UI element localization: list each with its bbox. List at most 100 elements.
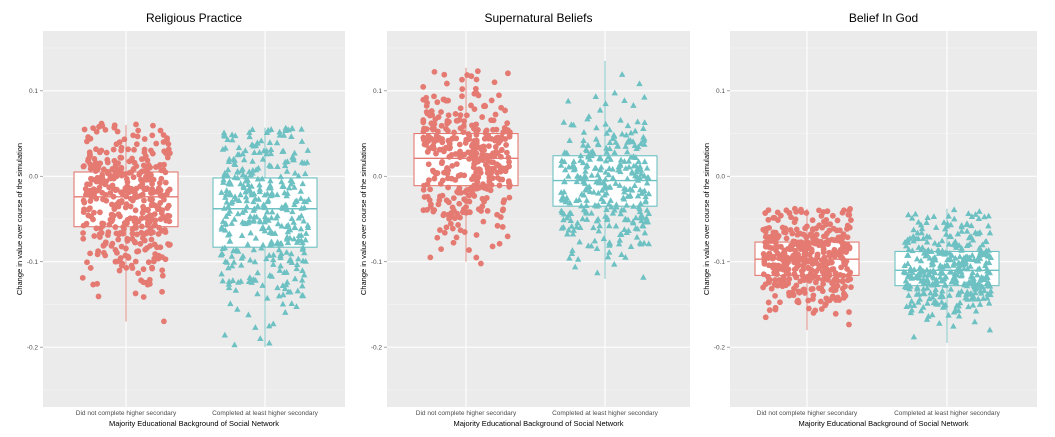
data-point [607, 197, 614, 203]
data-point [282, 309, 289, 315]
data-point [484, 207, 491, 214]
data-point [941, 281, 948, 288]
data-point [80, 230, 86, 236]
data-point [612, 180, 619, 186]
data-point [100, 249, 107, 256]
data-point [159, 288, 165, 295]
data-point [766, 224, 772, 231]
data-point [806, 251, 813, 258]
data-point [630, 219, 637, 226]
data-point [602, 168, 609, 175]
data-point [237, 191, 244, 198]
data-point [114, 128, 121, 135]
data-point [577, 152, 585, 159]
data-point [826, 267, 833, 274]
data-point [839, 285, 846, 292]
data-point [90, 125, 97, 131]
data-point [983, 294, 991, 301]
data-point [636, 80, 643, 87]
data-point [293, 265, 300, 272]
data-point [929, 273, 937, 280]
data-point [284, 228, 292, 235]
data-point [140, 279, 147, 286]
data-point [473, 254, 480, 261]
panel-3: -0.2 -0.1 0.0 0.1 Did not complete higher se… [702, 11, 1037, 428]
data-point [621, 226, 628, 232]
data-point [812, 307, 819, 314]
data-point [803, 234, 810, 241]
data-point [910, 226, 917, 233]
data-point [479, 153, 486, 160]
data-point [598, 186, 606, 193]
data-point [598, 195, 605, 202]
data-point [282, 201, 289, 208]
data-point [295, 255, 302, 262]
data-point [246, 133, 253, 140]
data-point [565, 172, 572, 179]
data-point [604, 253, 612, 260]
data-point [248, 191, 256, 198]
data-point [117, 255, 124, 261]
data-point [111, 122, 118, 129]
data-point [131, 218, 138, 225]
data-point [224, 231, 232, 238]
data-point [907, 264, 914, 271]
data-point [979, 241, 986, 248]
data-point [820, 261, 827, 268]
data-point [446, 140, 453, 147]
data-point [445, 184, 451, 191]
data-point [904, 251, 912, 258]
data-point [801, 290, 808, 296]
data-point [500, 199, 507, 206]
data-point [438, 246, 445, 253]
data-point [150, 201, 157, 208]
data-point [227, 300, 234, 307]
data-point [630, 102, 637, 108]
data-point [985, 222, 992, 229]
y-axis-title: Change in value over course of the simul… [15, 143, 24, 295]
data-point [456, 141, 463, 148]
data-point [287, 177, 294, 183]
data-point [249, 169, 256, 176]
data-point [815, 275, 821, 282]
data-point [595, 189, 602, 196]
data-point [430, 142, 437, 149]
data-point [580, 137, 587, 144]
data-point [135, 270, 142, 277]
data-point [947, 285, 955, 292]
data-point [449, 225, 456, 232]
data-point [566, 137, 573, 144]
data-point [623, 229, 630, 235]
data-point [920, 280, 927, 286]
data-point [464, 72, 471, 78]
data-point [948, 268, 955, 275]
data-point [266, 272, 274, 278]
data-point [274, 163, 281, 169]
data-point [502, 168, 509, 175]
data-point [103, 149, 110, 156]
data-point [112, 170, 119, 176]
data-point [570, 121, 577, 128]
data-point [839, 209, 846, 216]
data-point [909, 247, 916, 254]
data-point [283, 233, 291, 240]
data-point [969, 251, 976, 258]
data-point [102, 181, 108, 188]
data-point [226, 207, 234, 214]
data-point [612, 222, 620, 229]
data-point [159, 267, 166, 274]
data-point [161, 196, 167, 203]
data-point [466, 198, 473, 205]
data-point [929, 311, 936, 318]
data-point [300, 217, 307, 224]
data-point [939, 287, 946, 294]
y-tick-label: 0.0 [29, 174, 38, 181]
y-tick-label: -0.1 [27, 259, 39, 266]
data-point [479, 114, 486, 120]
data-point [615, 163, 622, 170]
y-tick-label: 0.0 [373, 174, 382, 181]
data-point [86, 181, 93, 188]
data-point [290, 235, 298, 242]
data-point [151, 255, 158, 262]
data-point [940, 303, 948, 309]
